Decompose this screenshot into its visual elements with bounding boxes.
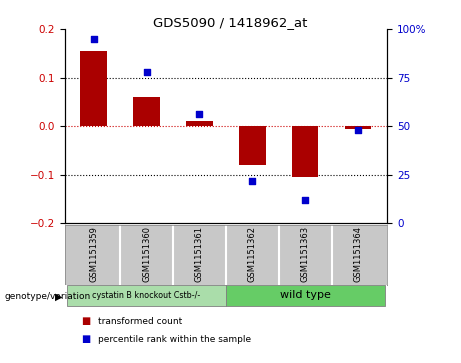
- Point: [196, 111, 203, 117]
- Text: transformed count: transformed count: [98, 317, 183, 326]
- Text: GSM1151361: GSM1151361: [195, 226, 204, 282]
- Text: ■: ■: [81, 316, 90, 326]
- Text: GSM1151359: GSM1151359: [89, 226, 98, 282]
- Text: wild type: wild type: [280, 290, 331, 300]
- Point: [143, 69, 150, 75]
- Bar: [345, 126, 372, 129]
- Bar: [80, 51, 107, 126]
- Bar: [226, 285, 384, 306]
- Point: [301, 197, 309, 203]
- Text: GSM1151362: GSM1151362: [248, 226, 257, 282]
- Point: [90, 36, 97, 42]
- Text: genotype/variation: genotype/variation: [5, 293, 91, 301]
- Text: GDS5090 / 1418962_at: GDS5090 / 1418962_at: [154, 16, 307, 29]
- Text: percentile rank within the sample: percentile rank within the sample: [98, 335, 251, 344]
- Bar: [186, 121, 213, 126]
- Text: GSM1151363: GSM1151363: [301, 226, 310, 282]
- Bar: [292, 126, 319, 177]
- Bar: [67, 285, 226, 306]
- Point: [355, 127, 362, 133]
- Text: GSM1151360: GSM1151360: [142, 226, 151, 282]
- Text: GSM1151364: GSM1151364: [354, 226, 363, 282]
- Text: ▶: ▶: [55, 292, 63, 302]
- Text: cystatin B knockout Cstb-/-: cystatin B knockout Cstb-/-: [92, 291, 201, 300]
- Bar: [133, 97, 160, 126]
- Text: ■: ■: [81, 334, 90, 344]
- Point: [248, 178, 256, 183]
- Bar: [239, 126, 266, 165]
